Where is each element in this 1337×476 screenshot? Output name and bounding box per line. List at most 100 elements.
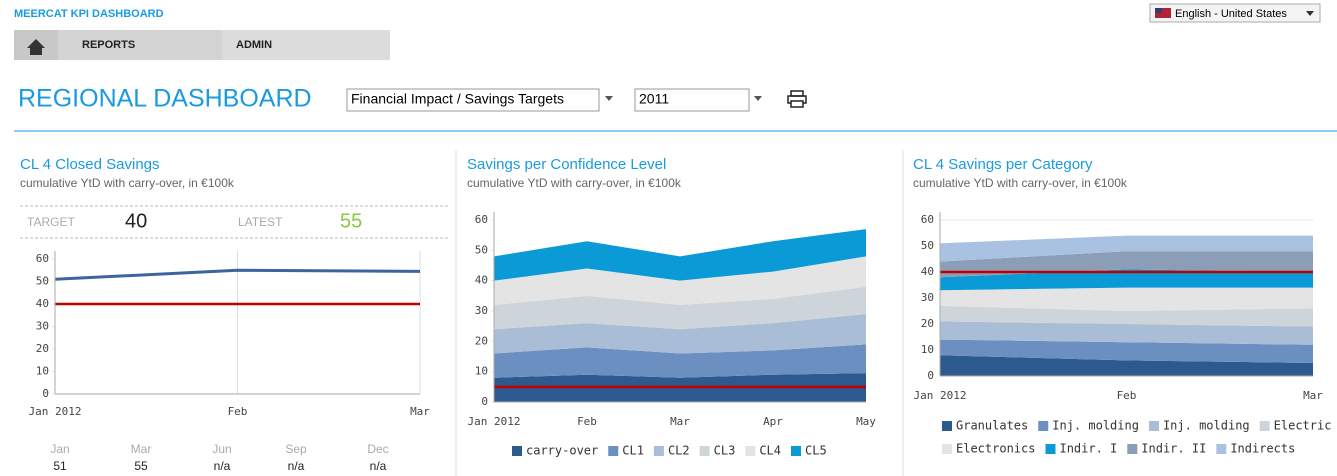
y-tick-label: 40 bbox=[921, 265, 934, 278]
area bbox=[494, 229, 866, 281]
y-tick-label: 50 bbox=[921, 239, 934, 252]
y-tick-label: 0 bbox=[481, 395, 488, 408]
legend-label: CL5 bbox=[805, 444, 827, 458]
legend-label: Indirects bbox=[1230, 442, 1295, 456]
y-tick-label: 50 bbox=[36, 275, 49, 288]
x-tick-label: Apr bbox=[763, 415, 783, 428]
legend-label: Indir. I bbox=[1059, 442, 1117, 456]
table-value: n/a bbox=[288, 459, 305, 473]
chart-subtitle: cumulative YtD with carry-over, in €100k bbox=[467, 176, 682, 190]
nav-item: REPORTS bbox=[82, 39, 135, 51]
chart-title: CL 4 Closed Savings bbox=[20, 156, 160, 173]
dropdown-arrow bbox=[1306, 11, 1314, 16]
legend-swatch bbox=[1259, 421, 1270, 431]
year-value: 2011 bbox=[639, 91, 669, 107]
y-tick-label: 0 bbox=[42, 387, 49, 400]
x-tick-label: May bbox=[856, 415, 876, 428]
report-value: Financial Impact / Savings Targets bbox=[351, 91, 564, 107]
x-tick-label: Feb bbox=[1117, 389, 1137, 402]
area bbox=[940, 287, 1313, 311]
legend-swatch bbox=[653, 446, 664, 456]
legend-swatch bbox=[791, 446, 801, 456]
legend-label: carry-over bbox=[526, 444, 598, 458]
print-icon[interactable] bbox=[787, 90, 807, 108]
x-tick-label: Jan 2012 bbox=[468, 415, 521, 428]
x-tick-label: Mar bbox=[410, 405, 430, 418]
x-tick-label: Feb bbox=[228, 405, 248, 418]
area bbox=[940, 355, 1313, 376]
y-tick-label: 60 bbox=[475, 213, 488, 226]
legend-label: Indir. II bbox=[1141, 442, 1206, 456]
language-label: English - United States bbox=[1175, 8, 1287, 20]
kpi-value: 55 bbox=[340, 210, 362, 232]
legend-label: Inj. molding bbox=[1163, 419, 1250, 433]
y-tick-label: 20 bbox=[921, 317, 934, 330]
y-tick-label: 30 bbox=[475, 304, 488, 317]
x-tick-label: Feb bbox=[577, 415, 597, 428]
y-tick-label: 10 bbox=[921, 343, 934, 356]
dropdown-arrow bbox=[605, 96, 613, 101]
legend-label: CL2 bbox=[668, 444, 690, 458]
legend-swatch bbox=[608, 446, 619, 456]
legend-swatch bbox=[1148, 421, 1159, 431]
area bbox=[940, 321, 1313, 345]
dropdown-arrow bbox=[754, 96, 762, 101]
legend-label: Granulates bbox=[956, 419, 1028, 433]
area bbox=[494, 344, 866, 378]
table-header: Jan bbox=[50, 442, 69, 456]
brand: MEERCAT KPI DASHBOARD bbox=[14, 8, 164, 20]
y-tick-label: 10 bbox=[36, 365, 49, 378]
nav-item[interactable]: ADMIN bbox=[236, 39, 272, 51]
y-tick-label: 50 bbox=[475, 243, 488, 256]
legend-label: CL4 bbox=[759, 444, 781, 458]
legend-swatch bbox=[699, 446, 710, 456]
x-tick-label: Mar bbox=[1303, 389, 1323, 402]
legend-swatch bbox=[512, 446, 522, 456]
flag bbox=[1155, 8, 1171, 18]
legend-label: Inj. molding bbox=[1052, 419, 1139, 433]
legend-label: CL3 bbox=[714, 444, 736, 458]
home-icon bbox=[27, 39, 45, 55]
legend-label: Electronics bbox=[956, 442, 1035, 456]
line bbox=[54, 268, 421, 281]
legend-swatch bbox=[1038, 421, 1049, 431]
y-tick-label: 20 bbox=[475, 334, 488, 347]
table-header: Dec bbox=[367, 442, 388, 456]
kpi-label: TARGET bbox=[27, 215, 75, 229]
legend-swatch bbox=[942, 421, 952, 431]
nav-reports[interactable] bbox=[58, 30, 222, 60]
chart-title: Savings per Confidence Level bbox=[467, 156, 666, 173]
chart-subtitle: cumulative YtD with carry-over, in €100k bbox=[913, 176, 1128, 190]
y-tick-label: 30 bbox=[36, 320, 49, 333]
x-tick-label: Mar bbox=[670, 415, 690, 428]
area bbox=[940, 235, 1313, 262]
language-select[interactable] bbox=[1149, 3, 1321, 23]
chart-subtitle: cumulative YtD with carry-over, in €100k bbox=[20, 176, 235, 190]
area bbox=[494, 286, 866, 330]
table-value: n/a bbox=[214, 459, 231, 473]
area bbox=[940, 251, 1313, 278]
legend-swatch bbox=[1216, 444, 1227, 454]
report-select[interactable] bbox=[346, 88, 600, 112]
table-header: Sep bbox=[285, 442, 307, 456]
y-tick-label: 40 bbox=[36, 297, 49, 310]
table-value: 55 bbox=[134, 459, 148, 473]
chart-title: CL 4 Savings per Category bbox=[913, 156, 1093, 173]
table-header: Mar bbox=[131, 442, 152, 456]
y-tick-label: 0 bbox=[927, 369, 934, 382]
y-tick-label: 60 bbox=[921, 213, 934, 226]
page-title: REGIONAL DASHBOARD bbox=[18, 85, 312, 113]
table-value: n/a bbox=[370, 459, 387, 473]
y-tick-label: 20 bbox=[36, 342, 49, 355]
y-tick-label: 10 bbox=[475, 365, 488, 378]
legend-label: Electric bbox=[1274, 419, 1332, 433]
legend-swatch bbox=[1045, 444, 1056, 454]
kpi-label: LATEST bbox=[238, 215, 283, 229]
flag-canton bbox=[1155, 8, 1162, 13]
area bbox=[940, 339, 1313, 363]
year-select[interactable] bbox=[634, 88, 750, 112]
y-tick-label: 40 bbox=[475, 274, 488, 287]
table-header: Jun bbox=[212, 442, 231, 456]
